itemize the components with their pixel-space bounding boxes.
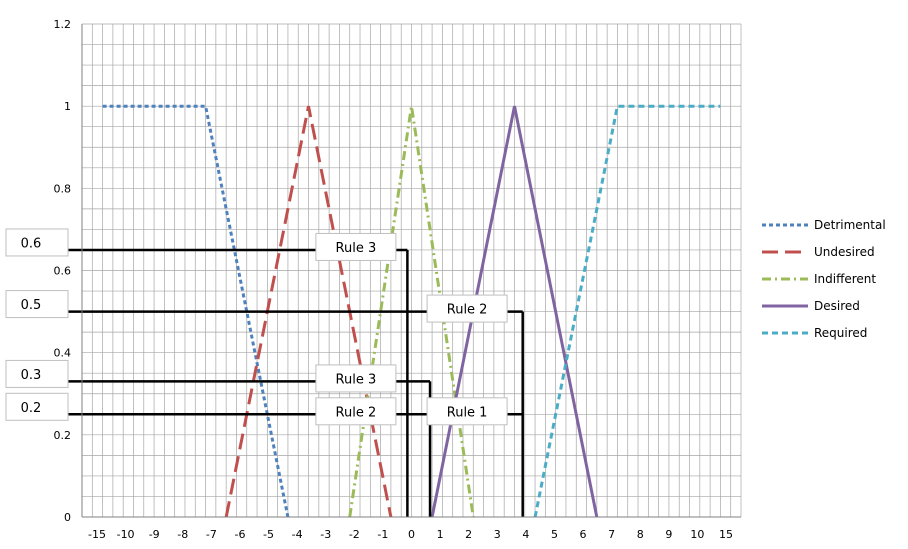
rule-label: Rule 1 — [447, 405, 488, 420]
x-tick-label: 3 — [494, 528, 501, 541]
rule-box — [426, 294, 508, 323]
x-tick-label: -8 — [177, 528, 188, 541]
rule-box — [426, 397, 508, 426]
annotation-group: 0.6 0.5 0.3 0.2 Rule 3 Rule 2 Rule 3 Rule 2 Rule… — [5, 228, 524, 517]
level-value-box — [5, 392, 69, 421]
y-tick-label: 0.2 — [54, 429, 72, 442]
x-tick-label: 8 — [637, 528, 644, 541]
x-tick-label: 5 — [551, 528, 558, 541]
legend-desired-label: Desired — [814, 299, 860, 313]
level-value-label: 0.2 — [21, 401, 42, 416]
y-tick-label: 1 — [64, 100, 71, 113]
level-value-label: 0.5 — [21, 298, 42, 313]
x-tick-label: 15 — [719, 528, 733, 541]
x-tick-label: -15 — [88, 528, 106, 541]
rule-label: Rule 3 — [336, 372, 377, 387]
rule-label: Rule 2 — [336, 405, 377, 420]
rule-box — [315, 364, 397, 393]
rule-box — [315, 397, 397, 426]
legend-required-label: Required — [814, 326, 867, 340]
x-tick-label: 6 — [580, 528, 587, 541]
x-tick-label: -3 — [320, 528, 331, 541]
level-value-label: 0.6 — [21, 236, 42, 251]
level-value-box — [5, 290, 69, 319]
rule-label: Rule 3 — [336, 241, 377, 256]
legend-undesired-label: Undesired — [814, 245, 875, 259]
legend: Detrimental Undesired Indifferent Desired Re… — [762, 218, 886, 340]
x-tick-label: -5 — [263, 528, 274, 541]
x-tick-label: 4 — [522, 528, 529, 541]
x-tick-label: 9 — [665, 528, 672, 541]
x-tick-label: 10 — [690, 528, 704, 541]
legend-indifferent-label: Indifferent — [814, 272, 876, 286]
y-tick-label: 0.6 — [54, 265, 72, 278]
x-tick-label: -6 — [234, 528, 245, 541]
x-tick-label: -10 — [117, 528, 135, 541]
y-tick-label: 1.2 — [54, 18, 72, 31]
grid — [81, 23, 742, 518]
x-tick-label: -2 — [349, 528, 360, 541]
axes: -15 -10 -9 -8 -7 -6 -5 -4 -3 -2 -1 0 1 2 3 4 5 6 7 8 9 10 1500… — [54, 18, 741, 541]
level-value-label: 0.3 — [21, 368, 42, 383]
level-value-box — [5, 359, 69, 388]
y-tick-label: 0.8 — [54, 182, 72, 195]
level-value-box — [5, 228, 69, 257]
x-tick-label: 7 — [608, 528, 615, 541]
x-tick-label: -4 — [292, 528, 303, 541]
x-tick-label: -1 — [377, 528, 388, 541]
y-tick-label: 0 — [64, 511, 71, 524]
x-tick-label: 0 — [408, 528, 415, 541]
rule-box — [315, 232, 397, 261]
x-tick-label: 1 — [437, 528, 444, 541]
legend-detrimental-label: Detrimental — [814, 218, 886, 232]
x-tick-label: -7 — [206, 528, 217, 541]
series-desired-line — [430, 105, 599, 518]
rule-label: Rule 2 — [447, 303, 488, 318]
x-tick-label: -9 — [149, 528, 160, 541]
x-tick-label: 2 — [465, 528, 472, 541]
y-tick-label: 0.4 — [54, 347, 72, 360]
